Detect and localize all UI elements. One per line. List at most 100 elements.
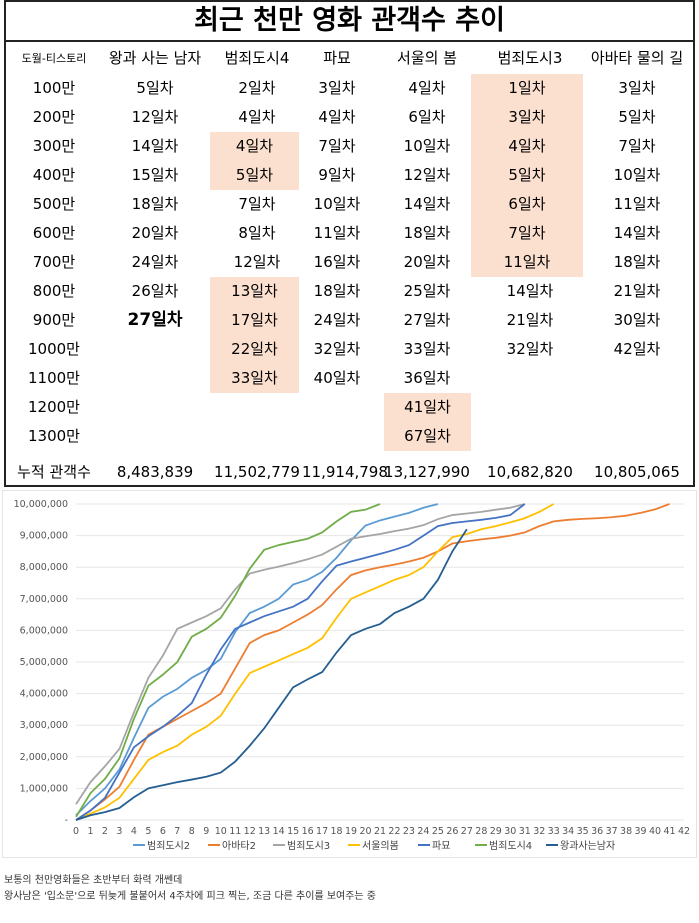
x-tick-label: 40 bbox=[649, 826, 661, 837]
table-cell: 14일차 bbox=[131, 137, 179, 155]
column-header: 파묘 bbox=[323, 49, 351, 67]
table-cell bbox=[474, 364, 586, 393]
table-cell: 4일차 bbox=[318, 108, 356, 126]
table-cell bbox=[584, 422, 690, 451]
legend-label: 왕과사는남자 bbox=[560, 840, 615, 852]
x-tick-label: 32 bbox=[533, 826, 545, 837]
table-cell: 36일차 bbox=[403, 369, 451, 387]
table-cell: 25일차 bbox=[403, 282, 451, 300]
series-line-왕과사는남자 bbox=[75, 528, 468, 821]
row-label: 100만 bbox=[32, 79, 76, 97]
table-cell: 67일차 bbox=[384, 422, 471, 451]
x-tick-label: 10 bbox=[215, 826, 227, 837]
x-tick-label: 37 bbox=[606, 826, 618, 837]
x-tick-label: 9 bbox=[203, 826, 209, 837]
box-office-table: 최근 천만 영화 관객수 추이 도월-티스토리 왕과 사는 남자 범죄도시4 파묘 서울… bbox=[4, 0, 695, 487]
table-cell: 24일차 bbox=[313, 311, 361, 329]
column-header: 아바타 물의 길 bbox=[590, 49, 684, 67]
table-cell: 21일차 bbox=[613, 282, 661, 300]
column-header: 범죄도시3 bbox=[497, 49, 563, 67]
y-tick-label: - bbox=[65, 815, 68, 826]
table-cell: 7일차 bbox=[618, 137, 656, 155]
x-tick-label: 0 bbox=[73, 826, 79, 837]
table-cell: 5일차 bbox=[210, 161, 299, 190]
x-tick-label: 41 bbox=[663, 826, 675, 837]
table-cell: 1일차 bbox=[471, 74, 583, 103]
x-tick-label: 17 bbox=[316, 826, 328, 837]
table-cell: 12일차 bbox=[233, 253, 281, 271]
row-label: 400만 bbox=[32, 166, 76, 184]
table-cell: 27일차 bbox=[127, 310, 183, 330]
y-tick-label: 3,000,000 bbox=[20, 720, 68, 731]
table-cell: 4일차 bbox=[238, 108, 276, 126]
table-cell: 18일차 bbox=[403, 224, 451, 242]
x-tick-label: 2 bbox=[102, 826, 108, 837]
table-cell: 22일차 bbox=[210, 335, 299, 364]
row-label: 900만 bbox=[32, 311, 76, 329]
line-chart: - 1,000,000 2,000,000 3,000,000 4,000,000 5,0… bbox=[2, 490, 697, 858]
note-line-1: 보통의 천만영화들은 초반부터 화력 개쎈데 bbox=[4, 875, 183, 886]
column-header: 서울의 봄 bbox=[397, 49, 457, 67]
table-cell: 5일차 bbox=[618, 108, 656, 126]
series-line-범죄도시3 bbox=[75, 503, 525, 805]
total-value: 8,483,839 bbox=[116, 463, 194, 481]
x-tick-label: 15 bbox=[287, 826, 299, 837]
table-cell bbox=[103, 422, 207, 451]
x-tick-label: 31 bbox=[519, 826, 531, 837]
table-cell: 14일차 bbox=[403, 195, 451, 213]
row-label: 300만 bbox=[32, 137, 76, 155]
x-tick-label: 18 bbox=[331, 826, 343, 837]
row-label: 200만 bbox=[32, 108, 76, 126]
total-value: 11,502,779 bbox=[214, 463, 300, 481]
x-tick-label: 20 bbox=[359, 826, 371, 837]
table-cell bbox=[212, 393, 302, 422]
x-tick-label: 5 bbox=[145, 826, 151, 837]
x-tick-label: 38 bbox=[620, 826, 632, 837]
table-cell: 3일차 bbox=[471, 103, 583, 132]
x-tick-label: 33 bbox=[548, 826, 560, 837]
table-cell: 11일차 bbox=[471, 248, 583, 277]
row-label: 1200만 bbox=[28, 398, 80, 416]
table-cell: 26일차 bbox=[131, 282, 179, 300]
series-line-파묘 bbox=[75, 503, 526, 821]
page-title: 최근 천만 영화 관객수 추이 bbox=[6, 2, 693, 42]
table-cell: 11일차 bbox=[613, 195, 661, 213]
table-cell: 30일차 bbox=[613, 311, 661, 329]
x-tick-label: 3 bbox=[116, 826, 122, 837]
y-tick-label: 8,000,000 bbox=[20, 562, 68, 573]
table-cell: 18일차 bbox=[313, 282, 361, 300]
x-tick-label: 23 bbox=[403, 826, 415, 837]
x-tick-label: 25 bbox=[432, 826, 444, 837]
row-label: 800만 bbox=[32, 282, 76, 300]
total-value: 11,914,798 bbox=[302, 463, 388, 481]
table-cell: 4일차 bbox=[471, 132, 583, 161]
table-cell: 6일차 bbox=[471, 190, 583, 219]
table-cell: 33일차 bbox=[403, 340, 451, 358]
row-label: 500만 bbox=[32, 195, 76, 213]
series-line-범죄도시4 bbox=[75, 503, 381, 818]
table-cell: 24일차 bbox=[131, 253, 179, 271]
y-tick-label: 2,000,000 bbox=[20, 752, 68, 763]
x-tick-label: 16 bbox=[302, 826, 314, 837]
row-label: 600만 bbox=[32, 224, 76, 242]
legend-label: 범죄도시4 bbox=[489, 840, 532, 852]
table-cell: 5일차 bbox=[471, 161, 583, 190]
series-line-서울의봄 bbox=[75, 503, 555, 821]
table-cell: 14일차 bbox=[613, 224, 661, 242]
row-label: 700만 bbox=[32, 253, 76, 271]
x-tick-label: 35 bbox=[577, 826, 589, 837]
x-tick-label: 19 bbox=[345, 826, 357, 837]
x-tick-label: 14 bbox=[273, 826, 285, 837]
table-cell: 2일차 bbox=[238, 79, 276, 97]
x-tick-label: 27 bbox=[461, 826, 473, 837]
x-tick-label: 29 bbox=[490, 826, 502, 837]
table-cell: 9일차 bbox=[318, 166, 356, 184]
table-corner-label: 도월-티스토리 bbox=[21, 52, 87, 65]
table-cell: 5일차 bbox=[136, 79, 174, 97]
x-tick-label: 11 bbox=[229, 826, 241, 837]
x-tick-label: 1 bbox=[87, 826, 93, 837]
chart-svg: - 1,000,000 2,000,000 3,000,000 4,000,000 5,0… bbox=[14, 499, 690, 852]
x-tick-label: 13 bbox=[258, 826, 270, 837]
y-tick-label: 9,000,000 bbox=[20, 531, 68, 542]
table-cell: 17일차 bbox=[210, 306, 299, 335]
